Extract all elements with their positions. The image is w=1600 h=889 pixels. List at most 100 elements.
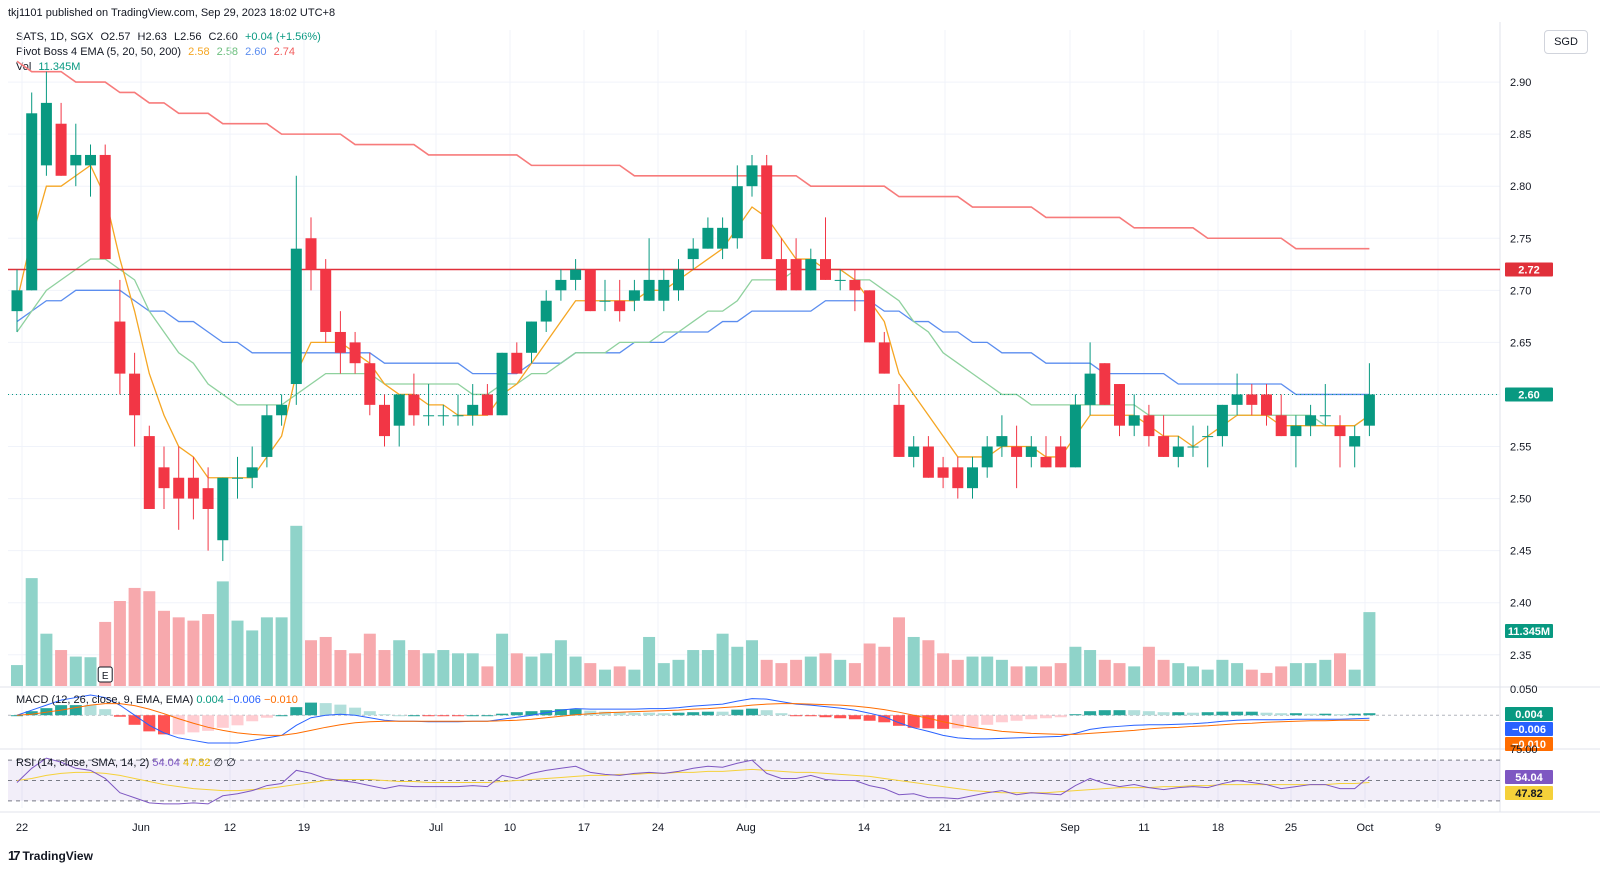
- candle-body: [731, 186, 743, 239]
- macd-hist-label: 0.004: [1515, 709, 1543, 721]
- volume-bar: [1260, 672, 1273, 686]
- candle-body: [540, 300, 552, 322]
- ema20-line: [16, 258, 1370, 427]
- candle-body: [996, 436, 1008, 447]
- macd-histogram-bar: [510, 712, 523, 716]
- candle-body: [481, 394, 493, 416]
- volume-bar: [290, 525, 303, 686]
- macd-histogram-bar: [819, 715, 832, 718]
- volume-bar: [1142, 646, 1155, 686]
- macd-histogram-bar: [804, 715, 817, 717]
- volume-bar: [1275, 666, 1288, 686]
- macd-histogram-bar: [216, 715, 229, 728]
- candle-body: [437, 415, 449, 417]
- macd-histogram-bar: [643, 712, 656, 716]
- candle-body: [717, 227, 729, 249]
- macd-histogram-bar: [584, 710, 597, 716]
- candle-body: [702, 227, 714, 249]
- volume-bar: [834, 659, 847, 686]
- volume-value-label: 11.345M: [1508, 626, 1550, 638]
- price-tick-label: 2.85: [1510, 129, 1531, 141]
- time-tick-label: Sep: [1060, 822, 1080, 834]
- candle-body: [614, 300, 626, 312]
- candle-body: [922, 446, 934, 478]
- volume-bar: [951, 659, 964, 686]
- ema5-value: 2.58: [188, 46, 210, 58]
- candle-body: [1305, 415, 1317, 426]
- volume-bar: [1334, 653, 1346, 686]
- volume-bar: [1172, 663, 1185, 686]
- macd-histogram-bar: [525, 711, 538, 716]
- volume-bar: [260, 617, 273, 686]
- macd-histogram-bar: [481, 715, 494, 717]
- macd-histogram-bar: [995, 715, 1008, 723]
- time-tick-label: 17: [578, 822, 590, 834]
- candle-body: [1114, 384, 1125, 426]
- candle-body: [1202, 436, 1214, 438]
- volume-bar: [672, 659, 685, 686]
- volume-bar: [25, 578, 38, 686]
- time-tick-label: Aug: [736, 822, 756, 834]
- hline-price-label-bg: [1505, 262, 1553, 277]
- macd-histogram-bar: [1363, 713, 1376, 716]
- macd-histogram-bar: [863, 715, 876, 721]
- macd-histogram-bar: [99, 709, 112, 716]
- last-price-label-bg: [1505, 387, 1553, 402]
- rsi-ma-value-label-bg: [1505, 786, 1553, 800]
- volume-bar: [893, 617, 905, 686]
- rsi-value-label-bg: [1505, 770, 1553, 784]
- currency-button[interactable]: SGD: [1544, 30, 1588, 54]
- candle-body: [11, 290, 23, 312]
- volume-bar: [510, 653, 523, 686]
- volume-bar: [1157, 659, 1170, 686]
- ema-legend: Pivot Boss 4 EMA (5, 20, 50, 200) 2.58 2…: [16, 46, 299, 58]
- time-tick-label: 22: [16, 822, 28, 834]
- candle-body: [1275, 415, 1287, 437]
- rsi-label[interactable]: RSI (14, close, SMA, 14, 2): [16, 757, 150, 769]
- tradingview-logo[interactable]: 17 TradingView: [8, 848, 93, 863]
- macd-histogram-bar: [275, 715, 288, 717]
- earnings-marker-label: E: [102, 671, 109, 682]
- candle-body: [217, 477, 229, 541]
- volume-bar: [569, 656, 582, 686]
- candle-body: [1099, 363, 1111, 405]
- macd-histogram-bar: [143, 715, 156, 732]
- ema20-value: 2.58: [216, 46, 239, 58]
- macd-histogram-bar: [172, 715, 185, 735]
- macd-label[interactable]: MACD (12, 26, close, 9, EMA, EMA): [16, 694, 194, 706]
- candle-body: [893, 404, 905, 457]
- macd-histogram-bar: [334, 704, 347, 716]
- volume-bar: [437, 650, 450, 686]
- volume-bar: [628, 669, 641, 686]
- macd-val-hist: 0.004: [196, 694, 224, 706]
- macd-histogram-bar: [25, 711, 38, 716]
- tv-logo-text: TradingView: [22, 848, 93, 863]
- price-tick-label: 2.45: [1510, 546, 1531, 558]
- candle-body: [187, 477, 199, 499]
- macd-histogram-bar: [1069, 714, 1082, 716]
- candle-body: [1084, 373, 1096, 405]
- ohlc-change: +0.04 (+1.56%): [244, 31, 321, 43]
- candle-body: [864, 290, 876, 343]
- time-tick-label: 21: [939, 822, 951, 834]
- volume-bar: [687, 650, 700, 686]
- volume-bar: [1098, 659, 1111, 686]
- volume-bar: [275, 617, 288, 686]
- candle-body: [173, 477, 185, 499]
- macd-histogram-bar: [1231, 711, 1244, 716]
- macd-histogram-bar: [613, 712, 626, 716]
- volume-bar: [422, 653, 435, 686]
- macd-histogram-bar: [1113, 710, 1126, 716]
- volume-bar: [731, 646, 744, 686]
- symbol-name[interactable]: SATS, 1D, SGX: [16, 31, 94, 43]
- macd-histogram-bar: [554, 709, 567, 716]
- candle-body: [834, 279, 846, 281]
- candle-body: [878, 342, 890, 374]
- time-tick-label: Jul: [429, 822, 443, 834]
- candle-body: [1158, 436, 1170, 457]
- volume-bar: [349, 653, 362, 686]
- volume-bar: [746, 640, 758, 686]
- ema-label[interactable]: Pivot Boss 4 EMA (5, 20, 50, 200): [16, 46, 182, 58]
- macd-histogram-bar: [672, 712, 685, 716]
